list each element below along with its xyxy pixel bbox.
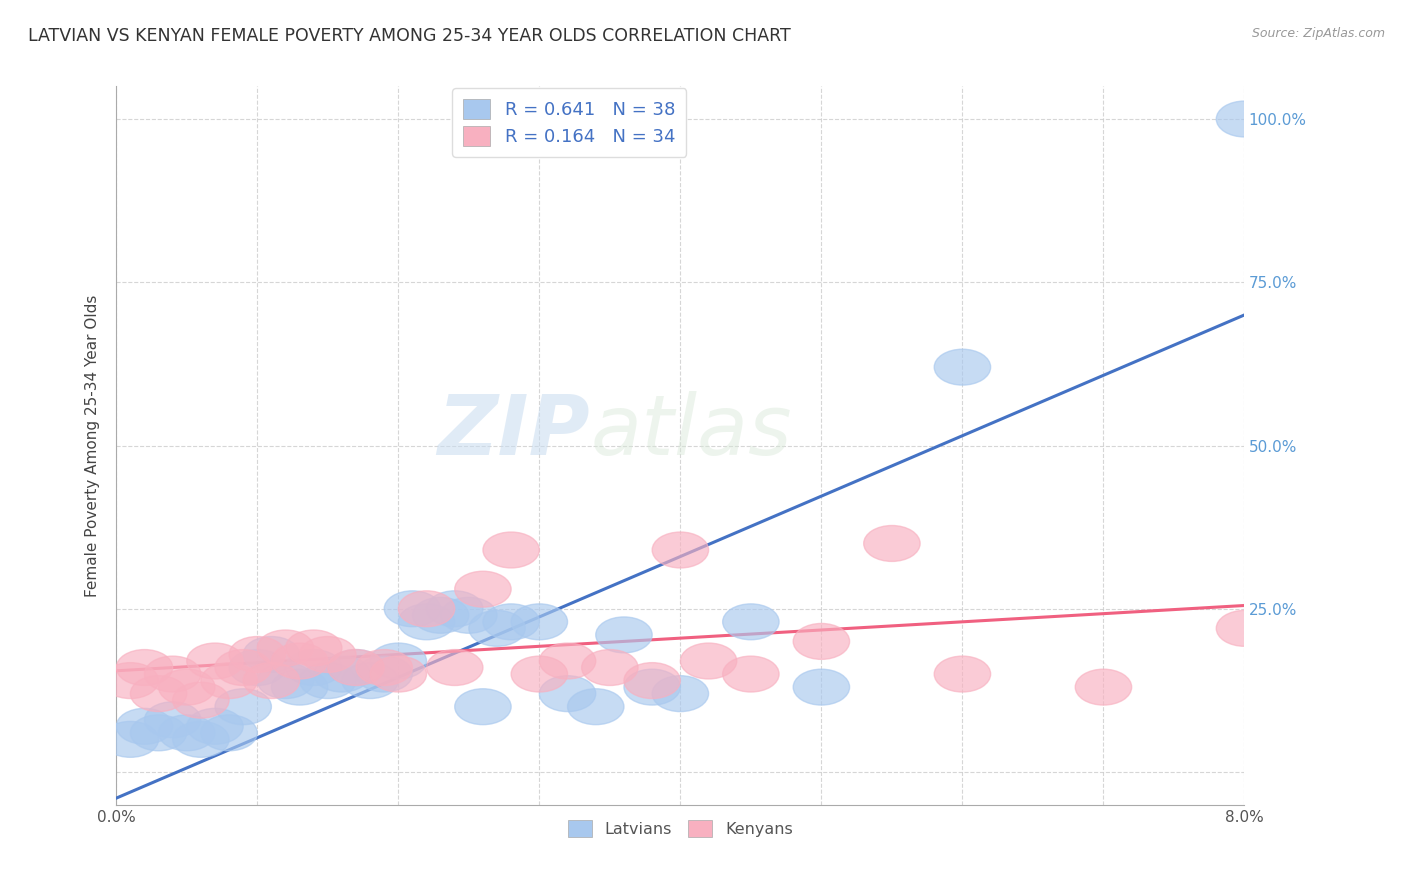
Ellipse shape [652, 676, 709, 712]
Ellipse shape [1216, 101, 1272, 137]
Y-axis label: Female Poverty Among 25-34 Year Olds: Female Poverty Among 25-34 Year Olds [86, 294, 100, 597]
Legend: Latvians, Kenyans: Latvians, Kenyans [562, 814, 799, 843]
Ellipse shape [173, 722, 229, 757]
Ellipse shape [412, 598, 468, 633]
Text: LATVIAN VS KENYAN FEMALE POVERTY AMONG 25-34 YEAR OLDS CORRELATION CHART: LATVIAN VS KENYAN FEMALE POVERTY AMONG 2… [28, 27, 790, 45]
Ellipse shape [201, 714, 257, 751]
Ellipse shape [285, 649, 342, 685]
Ellipse shape [243, 663, 299, 698]
Ellipse shape [398, 604, 454, 640]
Ellipse shape [596, 617, 652, 653]
Ellipse shape [145, 702, 201, 738]
Ellipse shape [342, 663, 398, 698]
Ellipse shape [512, 657, 568, 692]
Ellipse shape [131, 714, 187, 751]
Ellipse shape [117, 649, 173, 685]
Ellipse shape [257, 663, 314, 698]
Ellipse shape [159, 714, 215, 751]
Ellipse shape [328, 649, 384, 685]
Ellipse shape [103, 663, 159, 698]
Ellipse shape [482, 604, 540, 640]
Ellipse shape [1216, 610, 1272, 647]
Ellipse shape [1076, 669, 1132, 705]
Ellipse shape [652, 532, 709, 568]
Ellipse shape [863, 525, 920, 561]
Ellipse shape [257, 630, 314, 666]
Text: ZIP: ZIP [437, 391, 591, 472]
Ellipse shape [793, 624, 849, 659]
Ellipse shape [131, 676, 187, 712]
Ellipse shape [512, 604, 568, 640]
Ellipse shape [356, 649, 412, 685]
Ellipse shape [187, 708, 243, 744]
Ellipse shape [540, 676, 596, 712]
Ellipse shape [723, 657, 779, 692]
Ellipse shape [440, 598, 498, 633]
Ellipse shape [243, 637, 299, 673]
Ellipse shape [723, 604, 779, 640]
Ellipse shape [582, 649, 638, 685]
Text: Source: ZipAtlas.com: Source: ZipAtlas.com [1251, 27, 1385, 40]
Text: atlas: atlas [591, 391, 792, 472]
Ellipse shape [426, 649, 482, 685]
Ellipse shape [145, 657, 201, 692]
Ellipse shape [215, 649, 271, 685]
Ellipse shape [173, 682, 229, 718]
Ellipse shape [934, 349, 991, 385]
Ellipse shape [299, 637, 356, 673]
Ellipse shape [482, 532, 540, 568]
Ellipse shape [299, 663, 356, 698]
Ellipse shape [540, 643, 596, 679]
Ellipse shape [229, 649, 285, 685]
Ellipse shape [229, 637, 285, 673]
Ellipse shape [468, 610, 526, 647]
Ellipse shape [624, 669, 681, 705]
Ellipse shape [426, 591, 482, 627]
Ellipse shape [568, 689, 624, 724]
Ellipse shape [271, 643, 328, 679]
Ellipse shape [370, 643, 426, 679]
Ellipse shape [624, 663, 681, 698]
Ellipse shape [681, 643, 737, 679]
Ellipse shape [159, 669, 215, 705]
Ellipse shape [215, 689, 271, 724]
Ellipse shape [384, 591, 440, 627]
Ellipse shape [356, 657, 412, 692]
Ellipse shape [398, 591, 454, 627]
Ellipse shape [285, 630, 342, 666]
Ellipse shape [370, 657, 426, 692]
Ellipse shape [454, 689, 512, 724]
Ellipse shape [103, 722, 159, 757]
Ellipse shape [328, 649, 384, 685]
Ellipse shape [454, 571, 512, 607]
Ellipse shape [934, 657, 991, 692]
Ellipse shape [314, 657, 370, 692]
Ellipse shape [201, 663, 257, 698]
Ellipse shape [793, 669, 849, 705]
Ellipse shape [271, 669, 328, 705]
Ellipse shape [117, 708, 173, 744]
Ellipse shape [187, 643, 243, 679]
